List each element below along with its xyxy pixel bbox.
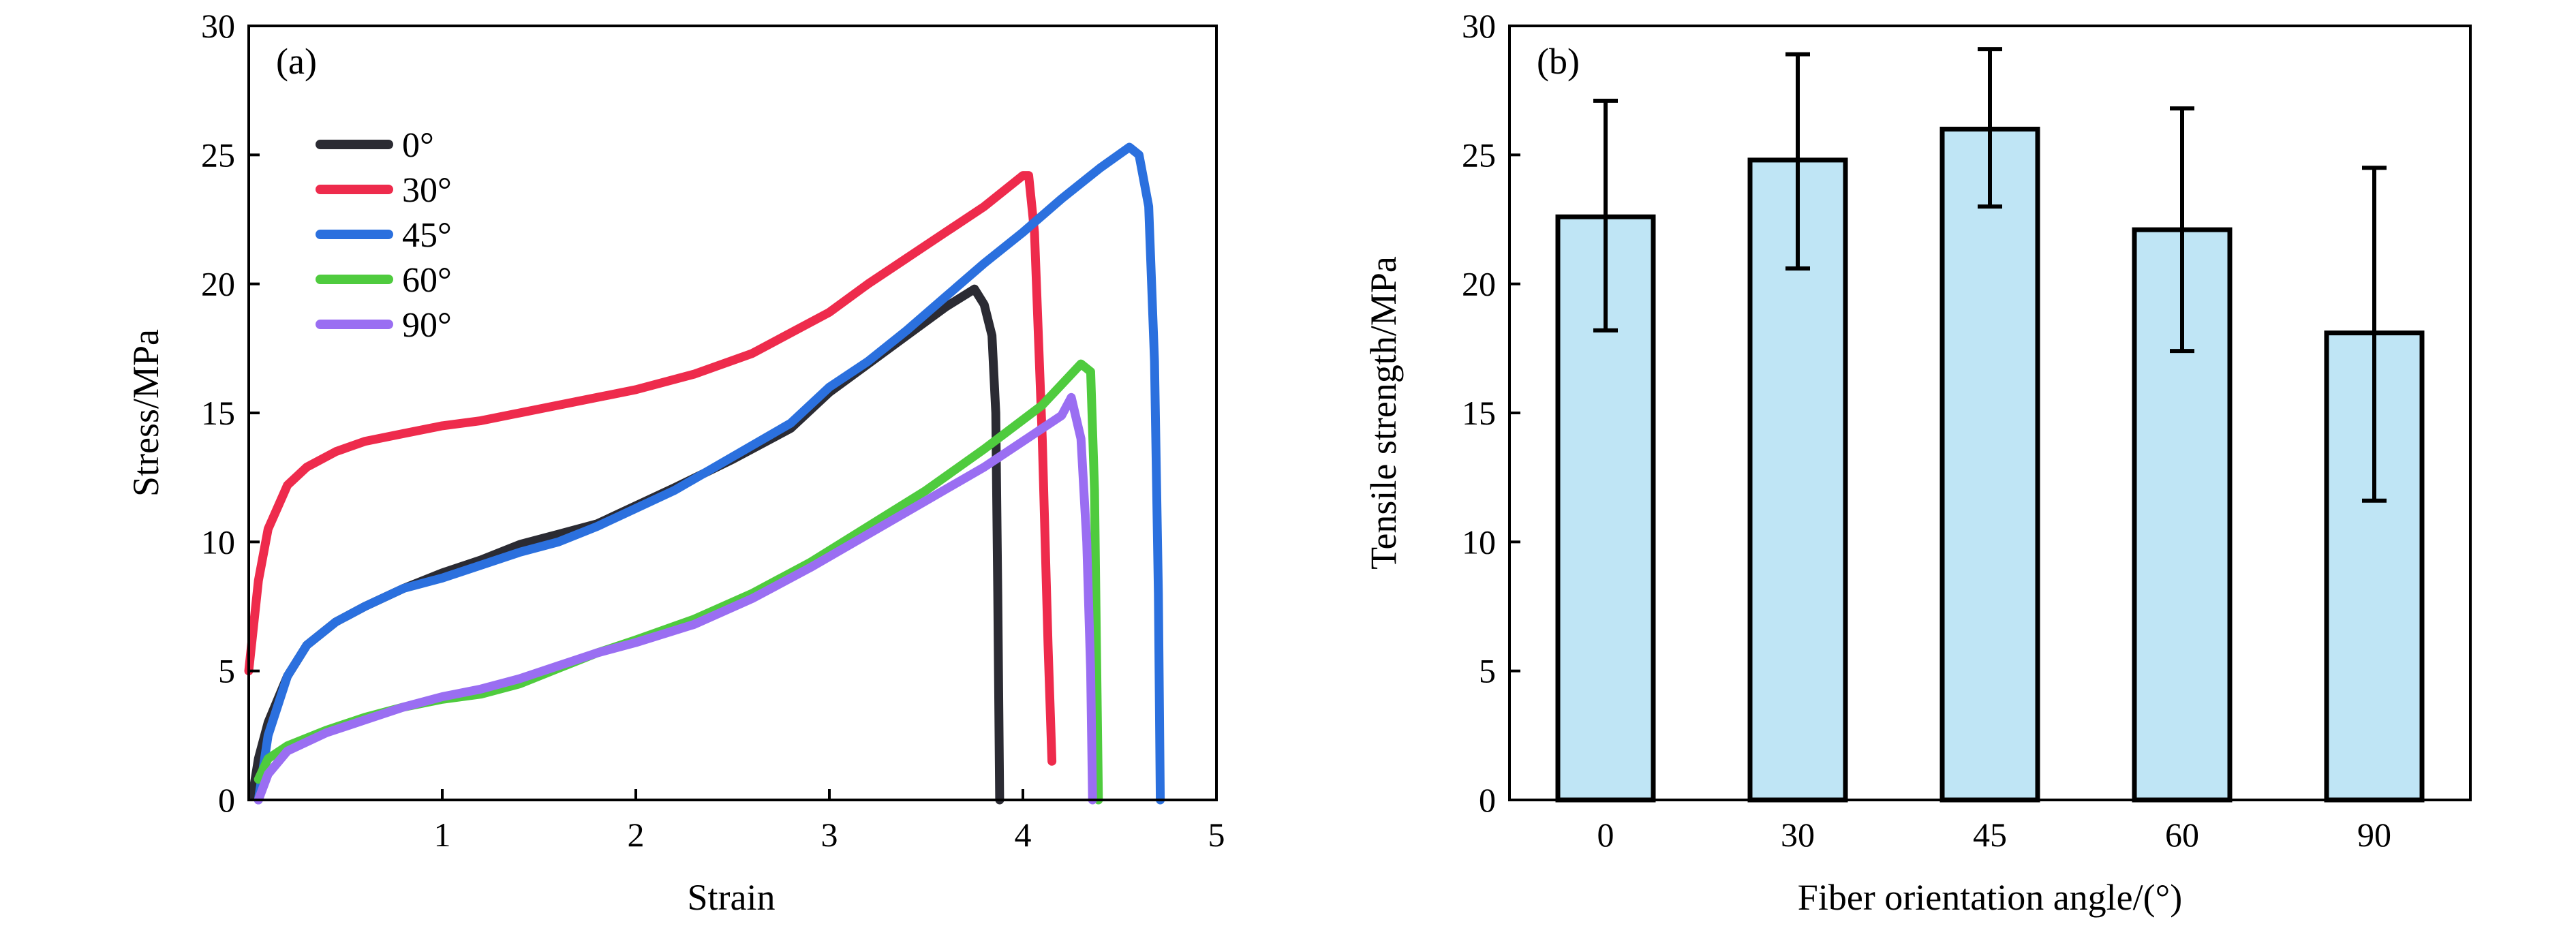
x-tick-label-1: 2 xyxy=(628,816,645,854)
y-tick-label-3: 15 xyxy=(201,394,235,432)
b-y-tick-label-0: 0 xyxy=(1479,781,1496,819)
panel-a-y-axis-title: Stress/MPa xyxy=(125,329,166,497)
panel-b-bars-group xyxy=(1555,47,2425,803)
b-y-tick-label-3: 15 xyxy=(1462,394,1496,432)
b-y-tick-label-6: 30 xyxy=(1462,7,1496,45)
category-label-2: 45 xyxy=(1973,816,2007,854)
panel-b-label: (b) xyxy=(1537,41,1580,82)
b-y-tick-label-1: 5 xyxy=(1479,652,1496,690)
panel-b-y-axis-title: Tensile strength/MPa xyxy=(1363,256,1404,570)
b-y-tick-label-4: 20 xyxy=(1462,265,1496,303)
series-line-3 xyxy=(254,359,1103,805)
x-tick-label-3: 4 xyxy=(1015,816,1032,854)
panel-a-label: (a) xyxy=(276,41,317,82)
legend-label-3: 60° xyxy=(402,261,452,300)
bar-2 xyxy=(1939,126,2040,803)
b-y-tick-label-5: 25 xyxy=(1462,136,1496,174)
x-tick-label-4: 5 xyxy=(1208,816,1225,854)
legend-label-0: 0° xyxy=(402,126,434,165)
panel-a-x-axis-title: Strain xyxy=(688,877,776,918)
legend-label-4: 90° xyxy=(402,306,452,345)
panel-b-tensile-strength-chart: 0 30 45 60 90 0 5 10 15 20 25 30 (b) Fiber orientat… xyxy=(1363,7,2472,918)
category-label-4: 90 xyxy=(2357,816,2391,854)
series-line-4 xyxy=(254,392,1097,805)
panel-a-legend: 0° 30° 45° 60° 90° xyxy=(316,126,452,345)
panel-a-series-group xyxy=(244,142,1165,805)
category-label-1: 30 xyxy=(1781,816,1815,854)
series-line-2 xyxy=(254,142,1165,805)
panel-a-ticks: 1 2 3 4 5 0 5 10 15 20 25 30 xyxy=(201,7,1225,854)
x-tick-label-0: 1 xyxy=(434,816,451,854)
category-label-3: 60 xyxy=(2165,816,2199,854)
y-tick-label-0: 0 xyxy=(218,781,235,819)
y-tick-label-1: 5 xyxy=(218,652,235,690)
y-tick-label-6: 30 xyxy=(201,7,235,45)
y-tick-label-5: 25 xyxy=(201,136,235,174)
y-tick-label-4: 20 xyxy=(201,265,235,303)
category-label-0: 0 xyxy=(1597,816,1614,854)
series-line-1 xyxy=(244,171,1057,766)
legend-label-2: 45° xyxy=(402,216,452,255)
legend-label-1: 30° xyxy=(402,171,452,210)
panel-b-x-axis-title: Fiber orientation angle/(°) xyxy=(1798,877,2182,918)
y-tick-label-2: 10 xyxy=(201,523,235,561)
x-tick-label-2: 3 xyxy=(821,816,838,854)
b-y-tick-label-2: 10 xyxy=(1462,523,1496,561)
panel-b-ticks: 0 30 45 60 90 0 5 10 15 20 25 30 xyxy=(1462,7,2391,854)
